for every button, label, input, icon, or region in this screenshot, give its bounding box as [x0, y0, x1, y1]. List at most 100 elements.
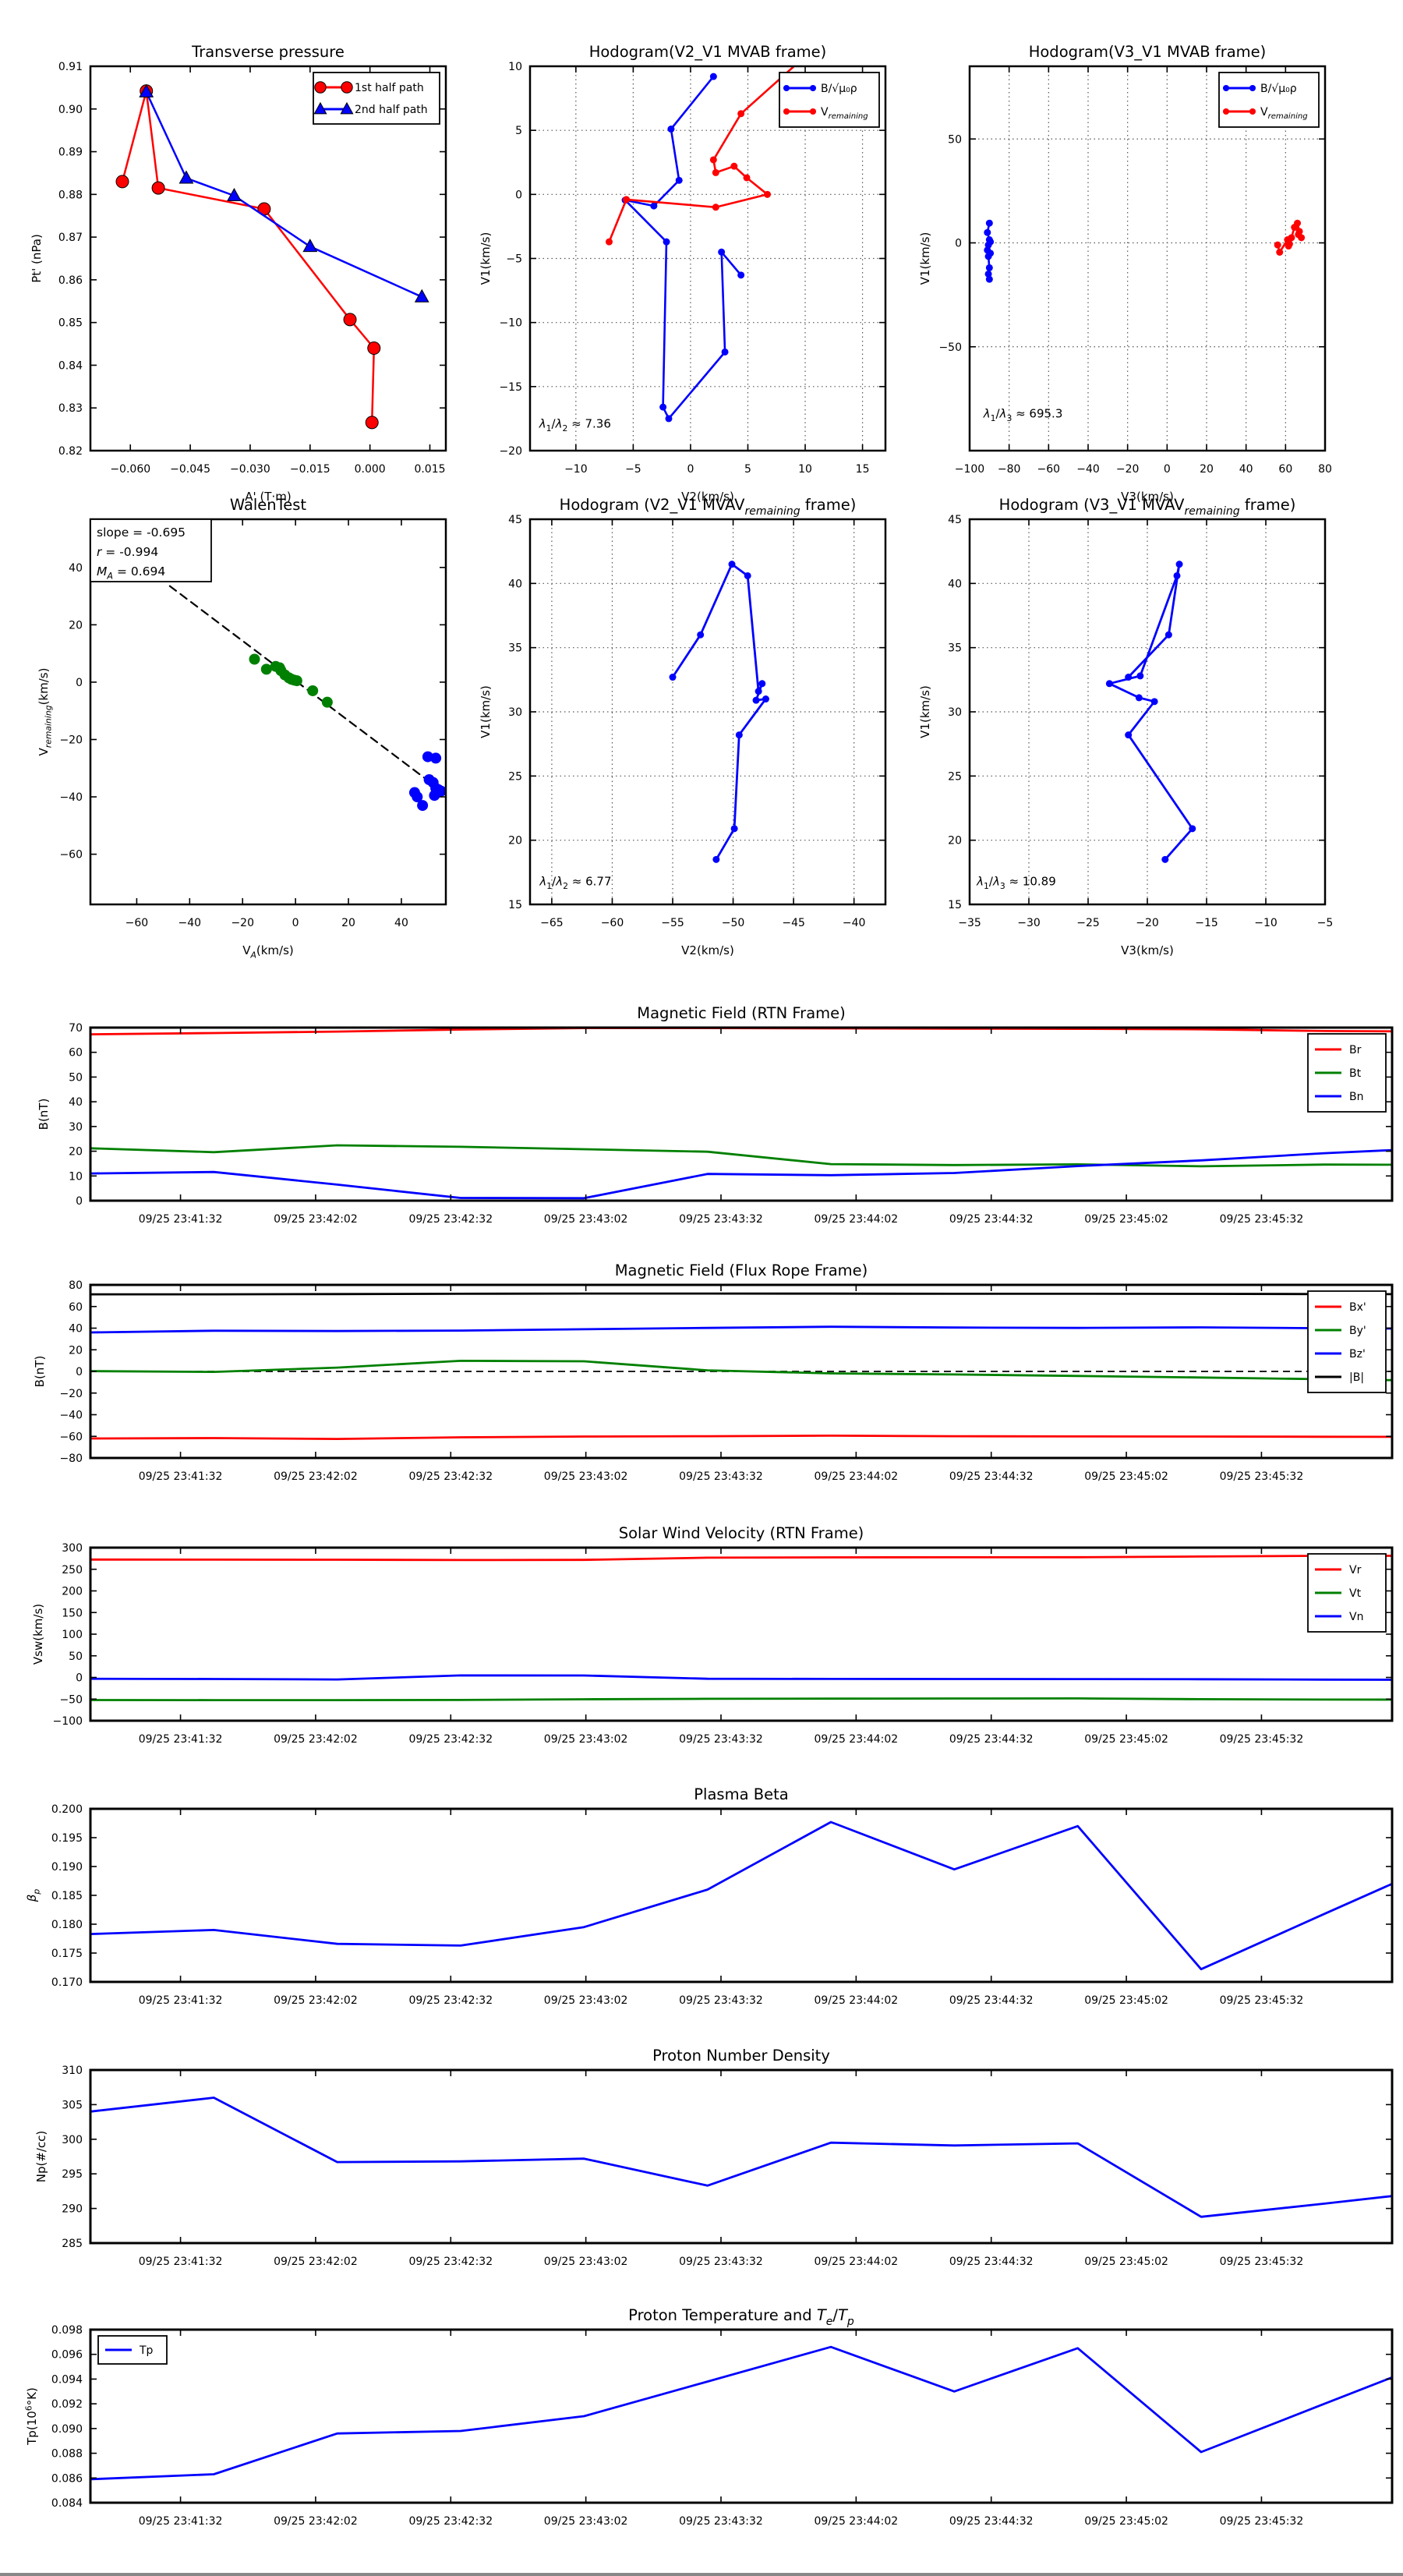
marker-circle: [115, 175, 129, 189]
y-tick-label: 40: [508, 578, 522, 590]
marker-circle: [365, 416, 379, 430]
marker-dot: [1294, 219, 1302, 227]
y-tick-label: 0.094: [51, 2373, 83, 2386]
legend-label: B/√μ₀ρ: [821, 83, 857, 95]
proton-number-density-series-np: [90, 2097, 1392, 2218]
marker-dot: [762, 695, 769, 703]
marker-dot: [1222, 108, 1230, 115]
hodogram-v2v1-mvab-annotation: λ1/λ2 ≈ 7.36: [539, 416, 611, 433]
marker-dot: [430, 752, 442, 764]
y-tick-label: 30: [948, 706, 962, 719]
plasma-beta-series-beta-p: [90, 1821, 1392, 1971]
axes-box: [89, 1026, 1394, 1202]
marker-dot: [721, 348, 729, 356]
axes-box: [528, 518, 887, 906]
x-tick-label: 09/25 23:43:32: [679, 1213, 763, 1226]
y-tick-label: 60: [69, 1047, 83, 1060]
y-tick-label: 30: [508, 706, 522, 719]
hodogram-v3v1-mvab-series-v-remaining: [1274, 219, 1306, 257]
y-tick-label: 200: [62, 1586, 83, 1598]
hodogram-v2v1-mvab-ylabel: V1(km/s): [479, 232, 493, 285]
x-tick-label: −0.045: [170, 463, 210, 476]
legend-label: Tp: [139, 2344, 154, 2357]
x-tick-label: 60: [1278, 463, 1292, 476]
magnetic-field-flux-rope-series-by-prime: [90, 1360, 1392, 1382]
y-tick-label: −15: [499, 381, 522, 394]
solar-wind-velocity-series-vt: [90, 1697, 1392, 1702]
legend-label: Bt: [1349, 1067, 1362, 1080]
hodogram-v3v1-mvav-ylabel: V1(km/s): [918, 685, 932, 738]
y-tick-label: 15: [508, 899, 522, 911]
ticks: 09/25 23:41:32 09/25 23:42:02 09/25 23:42:…: [69, 1022, 1392, 1226]
marker-dot: [752, 696, 760, 704]
hodogram-v3v1-mvab-title: Hodogram(V3_V1 MVAB frame): [1029, 43, 1267, 61]
legend-label: Vremaining: [821, 106, 868, 121]
marker-dot: [730, 825, 738, 833]
marker-dot: [669, 674, 677, 681]
y-tick-label: 290: [62, 2203, 83, 2216]
x-tick-label: 09/25 23:43:32: [679, 1733, 763, 1746]
x-tick-label: −20: [1116, 463, 1140, 476]
marker-dot: [712, 168, 719, 176]
solar-wind-velocity-legend: Vr Vt Vn: [1307, 1553, 1387, 1633]
magnetic-field-flux-rope-legend: Bx' By' Bz' |B|: [1307, 1290, 1387, 1393]
marker-dot: [984, 253, 992, 260]
y-tick-label: 150: [62, 1607, 83, 1619]
x-tick-label: −80: [998, 463, 1021, 476]
y-tick-label: 50: [69, 1651, 83, 1663]
y-tick-label: 80: [69, 1279, 83, 1292]
proton-temperature-ylabel: Tp(106°K): [23, 2387, 39, 2446]
x-tick-label: 09/25 23:45:32: [1220, 2515, 1304, 2528]
marker-triangle: [227, 187, 242, 201]
ticks: 09/25 23:41:32 09/25 23:42:02 09/25 23:42:…: [59, 1279, 1392, 1483]
transverse-pressure-series-first-half-path: [115, 84, 381, 430]
chart-transverse-pressure: −0.060 −0.045 −0.030 −0.015 0.000 0.015 0.82 0.…: [30, 43, 447, 504]
axes-box: [968, 65, 1327, 452]
marker-dot: [307, 685, 319, 696]
x-tick-label: 09/25 23:43:32: [679, 1470, 763, 1483]
magnetic-field-flux-rope-series-bx-prime: [90, 1435, 1392, 1440]
y-tick-label: 0: [76, 677, 83, 689]
x-tick-label: 0.000: [355, 463, 386, 476]
magnetic-field-rtn-series-br: [90, 1028, 1392, 1035]
marker-dot: [1285, 242, 1292, 250]
marker-dot: [260, 663, 272, 675]
y-tick-label: 0.180: [51, 1919, 83, 1931]
x-tick-label: 09/25 23:41:32: [139, 1994, 223, 2007]
x-tick-label: −60: [1037, 463, 1061, 476]
y-tick-label: 20: [69, 619, 83, 632]
x-tick-label: 09/25 23:41:32: [139, 1733, 223, 1746]
y-tick-label: 300: [62, 2134, 83, 2146]
marker-dot: [605, 238, 613, 246]
annotation-text: λ1/λ3 ≈ 695.3: [983, 406, 1063, 423]
x-tick-label: 09/25 23:45:32: [1220, 1213, 1304, 1226]
x-tick-label: 09/25 23:44:02: [815, 1994, 899, 2007]
ticks: −10 −5 0 5 10 15 −20 −15 −10 −5 0 5 10: [499, 61, 885, 476]
x-tick-label: 0: [292, 917, 299, 929]
marker-dot: [1222, 84, 1230, 92]
hodogram-v3v1-mvab-ylabel: V1(km/s): [918, 232, 932, 285]
annotation-line: slope = -0.695: [97, 525, 186, 540]
marker-dot: [1249, 108, 1256, 115]
marker-dot: [667, 126, 675, 133]
y-tick-label: 40: [69, 1323, 83, 1336]
x-tick-label: 15: [856, 463, 870, 476]
y-tick-label: 20: [69, 1344, 83, 1357]
solar-wind-velocity-ylabel: Vsw(km/s): [31, 1604, 45, 1665]
hodogram-v2v1-mvab-xlabel: V2(km/s): [681, 490, 734, 504]
walen-test-title: WalenTest: [230, 496, 307, 514]
x-tick-label: 09/25 23:42:02: [274, 2256, 358, 2268]
hodogram-v3v1-mvab-xlabel: V3(km/s): [1121, 490, 1174, 504]
y-tick-label: 0.91: [58, 61, 83, 73]
axes-box: [89, 518, 447, 906]
marker-dot: [984, 270, 992, 278]
transverse-pressure-ylabel: Pt' (nPa): [30, 234, 44, 283]
legend-label: By': [1349, 1325, 1366, 1337]
legend-label: Vr: [1349, 1564, 1362, 1576]
grid: [969, 66, 1326, 451]
x-tick-label: 09/25 23:44:32: [949, 2256, 1034, 2268]
marker-dot: [709, 156, 717, 164]
ticks: −0.060 −0.045 −0.030 −0.015 0.000 0.015 0.82 0.…: [58, 61, 446, 476]
y-tick-label: −60: [59, 1431, 83, 1443]
x-tick-label: −40: [843, 917, 866, 929]
